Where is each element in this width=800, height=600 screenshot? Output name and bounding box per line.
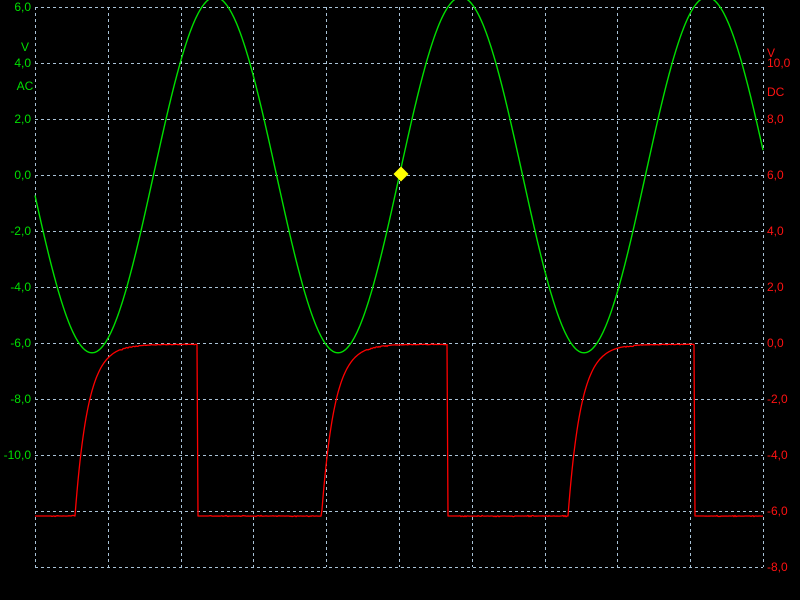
right-axis-unit: V DC: [767, 21, 784, 125]
right-axis-tick-label: -4,0: [767, 448, 788, 462]
right-axis-unit-name: DC: [767, 85, 785, 99]
left-axis-tick-label: 2,0: [14, 112, 31, 126]
dc-pulse-trace: [35, 343, 764, 518]
left-axis-tick-label: 4,0: [14, 56, 31, 70]
left-axis-tick-label: -6,0: [10, 336, 31, 350]
left-axis-unit-name: AC: [16, 79, 34, 93]
left-axis-tick-label: -2,0: [10, 224, 31, 238]
left-axis-tick-label: 6,0: [14, 0, 31, 14]
right-axis-unit-symbol: V: [767, 46, 776, 60]
right-axis-tick-label: 4,0: [767, 224, 784, 238]
left-axis-tick-label: -4,0: [10, 280, 31, 294]
left-axis-unit-symbol: V: [20, 40, 29, 54]
right-axis-tick-label: 2,0: [767, 280, 784, 294]
right-axis-tick-label: 10,0: [767, 56, 791, 70]
right-axis-tick-label: -8,0: [767, 560, 788, 574]
left-axis-unit: V AC: [13, 15, 37, 119]
left-axis-tick-label: -10,0: [4, 448, 32, 462]
right-axis-tick-label: 6,0: [767, 168, 784, 182]
right-axis-tick-label: 0,0: [767, 336, 784, 350]
left-axis-tick-label: -8,0: [10, 392, 31, 406]
right-axis-tick-label: -6,0: [767, 504, 788, 518]
right-axis-tick-label: 8,0: [767, 112, 784, 126]
cursor-marker[interactable]: [393, 166, 409, 182]
left-axis-tick-label: 0,0: [14, 168, 31, 182]
right-axis-tick-label: -2,0: [767, 392, 788, 406]
